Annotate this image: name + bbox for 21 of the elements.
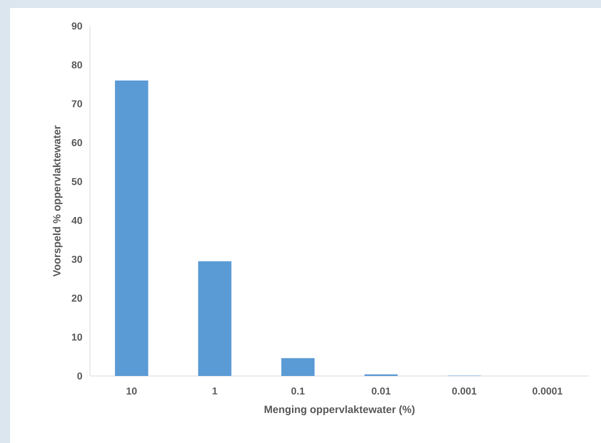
x-tick-label: 0.01 xyxy=(372,388,391,395)
y-tick-label: 10 xyxy=(72,334,82,341)
bar xyxy=(198,261,232,376)
y-tick-label: 20 xyxy=(72,294,82,302)
y-tick-label: 50 xyxy=(72,178,82,186)
bar xyxy=(281,358,315,376)
bar xyxy=(114,80,148,376)
y-tick-label: 90 xyxy=(72,22,82,30)
x-tick-label: 0.0001 xyxy=(532,388,562,395)
y-axis-title: Voorspeld % oppervlaktewater xyxy=(52,125,63,277)
y-tick-label: 60 xyxy=(72,139,82,146)
y-tick-label: 40 xyxy=(72,216,82,224)
y-tick-label: 70 xyxy=(72,100,82,108)
y-tick-label: 80 xyxy=(72,61,82,68)
x-tick-label: 0.1 xyxy=(291,388,305,395)
x-axis-title: Menging oppervlaktewater (%) xyxy=(264,405,415,416)
x-tick-label: 1 xyxy=(212,388,218,394)
x-tick-label: 0.001 xyxy=(452,388,476,395)
y-tick-label: 0 xyxy=(77,372,82,380)
y-tick-label: 30 xyxy=(72,256,82,263)
x-tick-label: 10 xyxy=(126,388,137,395)
